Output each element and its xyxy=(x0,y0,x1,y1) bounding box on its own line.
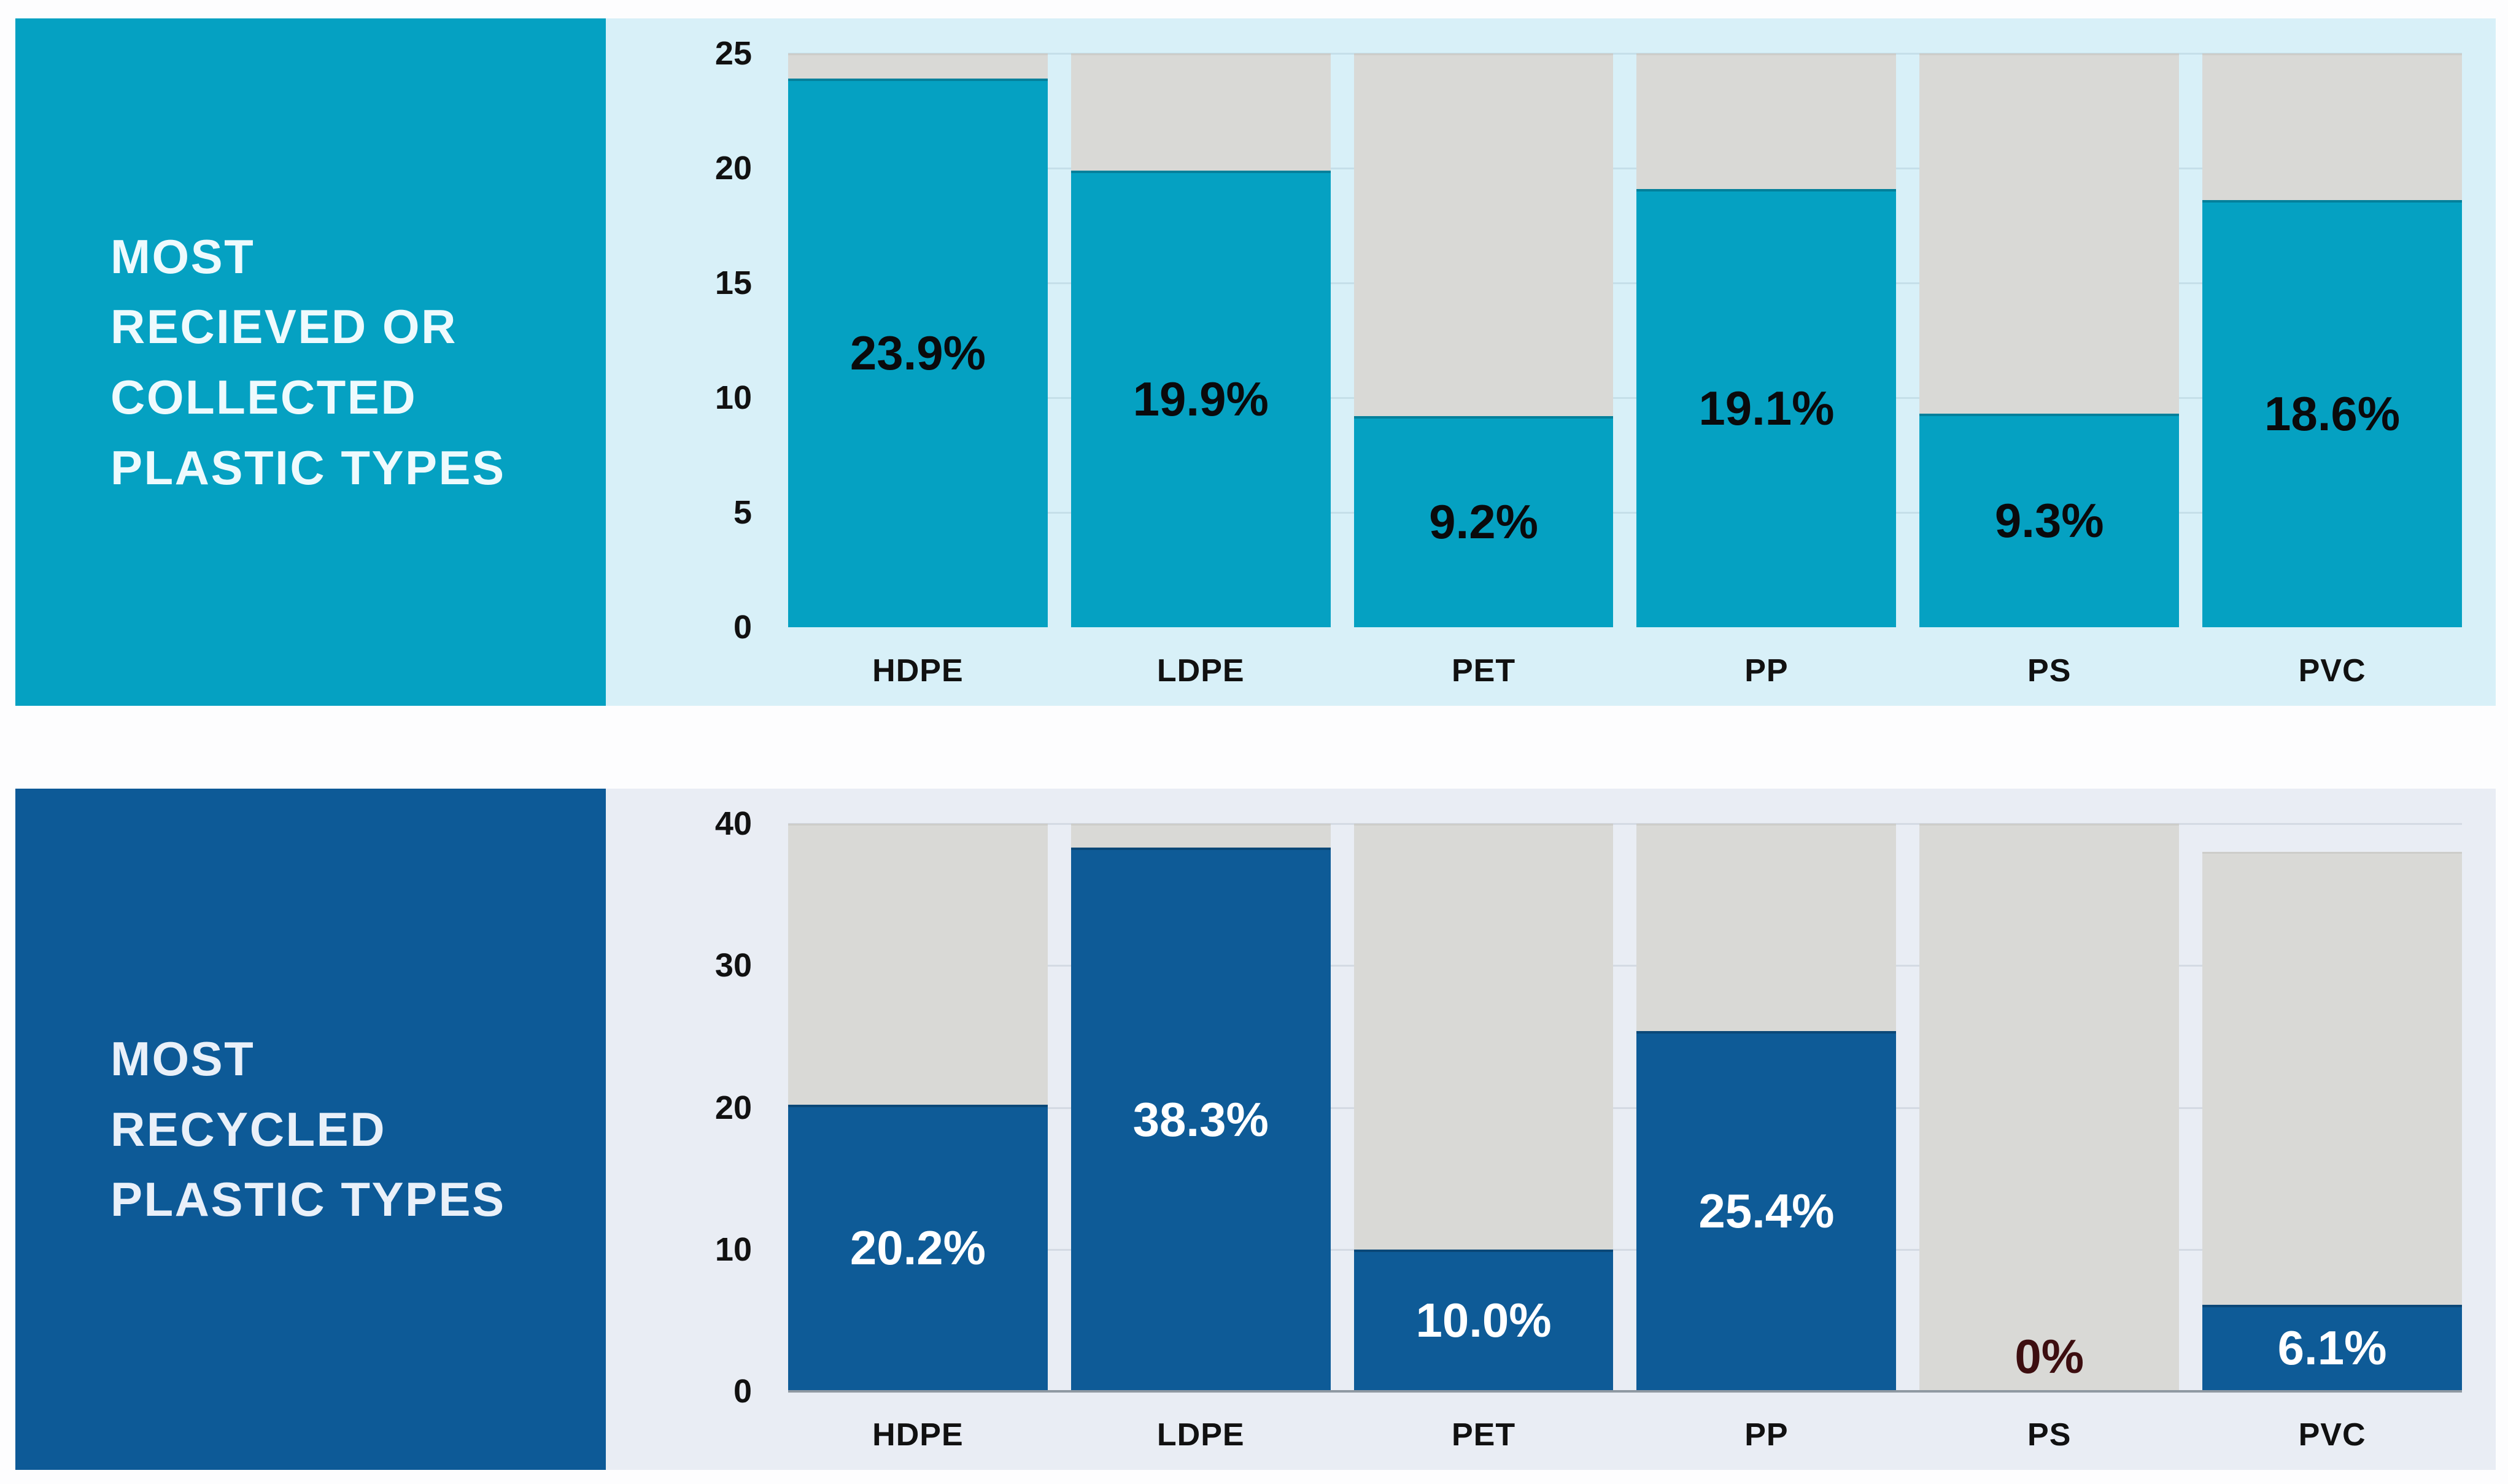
recycled-x-axis-labels: HDPE LDPE PET PP PS PVC xyxy=(788,1391,2462,1470)
recycled-plastics-section: MOST RECYCLED PLASTIC TYPES 40 30 20 10 0 20… xyxy=(15,789,2496,1470)
bar-slot-hdpe: 23.9% xyxy=(788,53,1048,627)
received-y-axis: 25 20 15 10 5 0 xyxy=(606,37,752,644)
category-label: PVC xyxy=(2298,1417,2366,1453)
category-label: LDPE xyxy=(1156,653,1245,689)
y-tick-label: 5 xyxy=(733,494,752,531)
value-label: 20.2% xyxy=(850,1221,986,1275)
y-tick-label: 15 xyxy=(714,265,752,301)
gridline xyxy=(788,1248,2462,1251)
received-gridlines xyxy=(788,53,2462,627)
bar-slot-ldpe: 19.9% xyxy=(1070,53,1331,627)
bar-slot-ps: 9.3% xyxy=(1919,53,2180,627)
value-label: 9.3% xyxy=(1994,493,2104,548)
recycled-bar-chart: 40 30 20 10 0 20.2% 38.3% 10.0% 25.4% 0% 6.1% HDP… xyxy=(606,789,2496,1470)
track-bar xyxy=(1919,824,2180,1391)
value-label: 6.1% xyxy=(2277,1321,2387,1375)
value-bar xyxy=(1636,188,1897,627)
track-bar xyxy=(2202,852,2462,1391)
gridline xyxy=(788,168,2462,169)
value-label: 25.4% xyxy=(1698,1184,1835,1239)
bar-slot-pp: 25.4% xyxy=(1636,824,1897,1391)
bar-slot-pp: 19.1% xyxy=(1636,53,1897,627)
value-label: 0% xyxy=(2015,1329,2084,1383)
value-label: 23.9% xyxy=(850,326,986,381)
y-tick-label: 20 xyxy=(714,1089,752,1126)
gridline xyxy=(788,53,2462,55)
category-label: PS xyxy=(2027,1417,2072,1453)
received-bars: 23.9% 19.9% 9.2% 19.1% 9.3% 18.6% xyxy=(788,53,2462,627)
value-bar xyxy=(2202,200,2462,627)
received-bar-chart: 25 20 15 10 5 0 23.9% 19.9% 9.2% 19.1% 9.3% 18.6% … xyxy=(606,18,2496,706)
y-tick-label: 40 xyxy=(714,805,752,842)
y-tick-label: 25 xyxy=(714,35,752,72)
value-bar xyxy=(1636,1030,1897,1391)
category-label: PET xyxy=(1452,653,1516,689)
received-panel-title: MOST RECIEVED OR COLLECTED PLASTIC TYPES xyxy=(110,229,506,495)
y-tick-label: 10 xyxy=(714,1231,752,1268)
gridline xyxy=(788,512,2462,514)
bar-slot-pet: 9.2% xyxy=(1353,53,1614,627)
bar-slot-hdpe: 20.2% xyxy=(788,824,1048,1391)
value-bar xyxy=(1353,415,1614,627)
value-label: 19.9% xyxy=(1132,371,1269,426)
category-label: PP xyxy=(1744,653,1789,689)
recycled-bars: 20.2% 38.3% 10.0% 25.4% 0% 6.1% xyxy=(788,824,2462,1391)
gridline xyxy=(788,282,2462,284)
recycled-gridlines xyxy=(788,823,2462,1391)
value-bar xyxy=(1919,414,2180,627)
recycled-plot-area: 20.2% 38.3% 10.0% 25.4% 0% 6.1% xyxy=(788,823,2462,1393)
gridline xyxy=(788,397,2462,399)
value-bar xyxy=(1070,170,1331,627)
value-label: 38.3% xyxy=(1132,1092,1269,1147)
gridline xyxy=(788,823,2462,825)
received-title-panel: MOST RECIEVED OR COLLECTED PLASTIC TYPES xyxy=(15,18,606,706)
gridline xyxy=(788,965,2462,967)
bar-slot-pvc: 6.1% xyxy=(2202,824,2462,1391)
value-bar xyxy=(1353,1249,1614,1391)
bar-slot-pvc: 18.6% xyxy=(2202,53,2462,627)
y-tick-label: 0 xyxy=(733,609,752,646)
recycled-title-panel: MOST RECYCLED PLASTIC TYPES xyxy=(15,789,606,1470)
value-label: 9.2% xyxy=(1429,494,1538,549)
category-label: PET xyxy=(1452,1417,1516,1453)
category-label: PVC xyxy=(2298,653,2366,689)
received-x-axis-labels: HDPE LDPE PET PP PS PVC xyxy=(788,627,2462,706)
y-tick-label: 20 xyxy=(714,150,752,187)
bar-slot-ldpe: 38.3% xyxy=(1070,824,1331,1391)
gridline xyxy=(788,1107,2462,1109)
recycled-x-axis-line xyxy=(788,1390,2462,1393)
y-tick-label: 10 xyxy=(714,379,752,416)
recycled-panel-title: MOST RECYCLED PLASTIC TYPES xyxy=(110,1032,506,1227)
value-bar xyxy=(2202,1304,2462,1391)
received-plastics-section: MOST RECIEVED OR COLLECTED PLASTIC TYPES… xyxy=(15,18,2496,706)
category-label: LDPE xyxy=(1156,1417,1245,1453)
category-label: HDPE xyxy=(872,1417,964,1453)
y-tick-label: 0 xyxy=(733,1373,752,1410)
value-label: 10.0% xyxy=(1415,1293,1552,1348)
bar-slot-pet: 10.0% xyxy=(1353,824,1614,1391)
value-label: 19.1% xyxy=(1698,381,1835,435)
value-bar xyxy=(1070,848,1331,1391)
value-bar xyxy=(788,79,1048,627)
received-plot-area: 23.9% 19.9% 9.2% 19.1% 9.3% 18.6% xyxy=(788,53,2462,627)
value-label: 18.6% xyxy=(2264,387,2401,441)
y-tick-label: 30 xyxy=(714,947,752,984)
bar-slot-ps: 0% xyxy=(1919,824,2180,1391)
value-bar xyxy=(788,1104,1048,1391)
category-label: PS xyxy=(2027,653,2072,689)
category-label: HDPE xyxy=(872,653,964,689)
recycled-y-axis: 40 30 20 10 0 xyxy=(606,807,752,1408)
category-label: PP xyxy=(1744,1417,1789,1453)
